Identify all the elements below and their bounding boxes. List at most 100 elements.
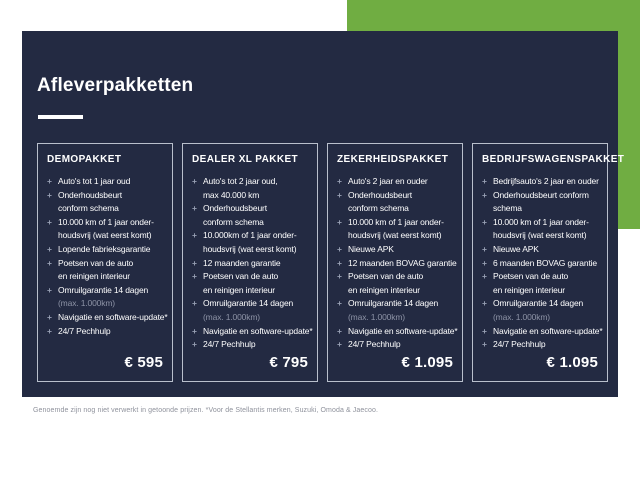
feature-line: max 40.000 km <box>192 189 308 203</box>
plus-icon: + <box>482 298 487 309</box>
feature-text: Navigatie en software-update* <box>58 311 168 322</box>
feature-text: en reinigen interieur <box>493 284 565 295</box>
feature-text: 6 maanden BOVAG garantie <box>493 257 597 268</box>
feature-text: Bedrijfsauto's 2 jaar en ouder <box>493 176 599 186</box>
plus-icon: + <box>192 271 197 282</box>
feature-text: houdsvrij (wat eerst komt) <box>203 243 297 254</box>
plus-icon: + <box>337 243 342 254</box>
feature-text: Poetsen van de auto <box>203 271 279 282</box>
feature-line: +10.000km of 1 jaar onder- <box>192 229 308 243</box>
feature-text: 24/7 Pechhulp <box>348 339 401 350</box>
feature-line: +24/7 Pechhulp <box>482 338 598 352</box>
package-price: € 1.095 <box>401 354 453 371</box>
feature-line: (max. 1.000km) <box>337 311 453 325</box>
plus-icon: + <box>337 339 342 350</box>
package-cards: DEMOPAKKET + Auto's tot 1 jaar oud + Onderho… <box>37 143 625 382</box>
feature-line: + Poetsen van de auto <box>192 270 308 284</box>
plus-icon: + <box>337 189 342 200</box>
feature-text: conform schema <box>58 203 119 214</box>
package-name: ZEKERHEIDSPAKKET <box>337 154 449 165</box>
package-name: DEALER XL PAKKET <box>192 154 299 165</box>
feature-text: 24/7 Pechhulp <box>203 339 256 350</box>
package-card: BEDRIJFSWAGENSPAKKET + Bedrijfsauto's 2 ja… <box>472 143 625 382</box>
package-name: BEDRIJFSWAGENSPAKKET <box>482 154 625 165</box>
feature-text: en reinigen interieur <box>58 271 130 282</box>
feature-line: en reinigen interieur <box>337 284 453 298</box>
feature-line: +10.000 km of 1 jaar onder- <box>47 216 163 230</box>
feature-text: Navigatie en software-update* <box>493 325 603 336</box>
feature-line: +6 maanden BOVAG garantie <box>482 257 598 271</box>
feature-text: Onderhoudsbeurt <box>203 203 267 214</box>
page-title: Afleverpakketten <box>37 75 194 96</box>
feature-line: conform schema <box>337 202 453 216</box>
feature-text: Navigatie en software-update* <box>203 325 313 336</box>
plus-icon: + <box>482 325 487 336</box>
plus-icon: + <box>482 257 487 268</box>
feature-text: Omruilgarantie 14 dagen <box>348 298 439 309</box>
plus-icon: + <box>192 230 197 241</box>
feature-text: Omruilgarantie 14 dagen <box>58 284 149 295</box>
feature-line: en reinigen interieur <box>192 284 308 298</box>
afleverpakketten-panel: Afleverpakketten DEMOPAKKET + Auto's tot 1… <box>22 31 625 397</box>
plus-icon: + <box>337 257 342 268</box>
feature-text: 10.000km of 1 jaar onder- <box>203 230 297 241</box>
plus-icon: + <box>47 243 52 254</box>
feature-line: + Navigatie en software-update* <box>47 311 168 325</box>
feature-line: + Auto's tot 2 jaar oud, <box>192 175 308 189</box>
feature-text: Omruilgarantie 14 dagen <box>493 298 584 309</box>
feature-line: + Auto's tot 1 jaar oud <box>47 175 163 189</box>
feature-text: Poetsen van de auto <box>348 271 424 282</box>
feature-text: houdsvrij (wat eerst komt) <box>58 230 152 241</box>
feature-text: Poetsen van de auto <box>493 271 569 282</box>
feature-list: + Auto's tot 1 jaar oud + Onderhoudsbeurt co… <box>47 175 168 338</box>
plus-icon: + <box>337 216 342 227</box>
feature-line: + Onderhoudsbeurt <box>192 202 308 216</box>
package-name: DEMOPAKKET <box>47 154 122 165</box>
title-underline <box>38 115 83 119</box>
feature-text: conform schema <box>203 216 264 227</box>
feature-line: + Nieuwe APK <box>482 243 598 257</box>
package-card: ZEKERHEIDSPAKKET + Auto's 2 jaar en ouder +… <box>327 143 463 382</box>
footnote: Genoemde zijn nog niet verwerkt in getoo… <box>33 407 379 414</box>
feature-line: houdsvrij (wat eerst komt) <box>482 229 598 243</box>
feature-text: en reinigen interieur <box>348 284 420 295</box>
plus-icon: + <box>337 325 342 336</box>
feature-text: Auto's tot 1 jaar oud <box>58 176 131 186</box>
feature-text: (max. 1.000km) <box>58 298 115 309</box>
package-card: DEALER XL PAKKET + Auto's tot 2 jaar oud, m… <box>182 143 318 382</box>
feature-line: + Omruilgarantie 14 dagen <box>192 297 308 311</box>
feature-line: + Omruilgarantie 14 dagen <box>482 297 598 311</box>
feature-text: 24/7 Pechhulp <box>493 339 546 350</box>
feature-line: + Bedrijfsauto's 2 jaar en ouder <box>482 175 599 189</box>
feature-list: + Auto's 2 jaar en ouder + Onderhoudsbeurt c… <box>337 175 458 352</box>
feature-text: conform schema <box>348 203 409 214</box>
feature-line: + Omruilgarantie 14 dagen <box>47 284 163 298</box>
feature-text: max 40.000 km <box>203 189 260 200</box>
feature-text: Auto's tot 2 jaar oud, <box>203 176 278 186</box>
feature-line: houdsvrij (wat eerst komt) <box>337 229 453 243</box>
feature-text: Nieuwe APK <box>493 243 539 254</box>
feature-text: 12 maanden garantie <box>203 257 281 268</box>
plus-icon: + <box>482 216 487 227</box>
plus-icon: + <box>337 298 342 309</box>
feature-text: Navigatie en software-update* <box>348 325 458 336</box>
feature-line: +12 maanden BOVAG garantie <box>337 257 457 271</box>
feature-line: (max. 1.000km) <box>192 311 308 325</box>
feature-line: houdsvrij (wat eerst komt) <box>192 243 308 257</box>
feature-text: houdsvrij (wat eerst komt) <box>348 230 442 241</box>
feature-text: 12 maanden BOVAG garantie <box>348 257 457 268</box>
feature-list: + Auto's tot 2 jaar oud, max 40.000 km + Ond… <box>192 175 313 352</box>
feature-line: + Onderhoudsbeurt <box>47 189 163 203</box>
feature-line: conform schema <box>47 202 163 216</box>
feature-line: (max. 1.000km) <box>482 311 598 325</box>
feature-line: + Poetsen van de auto <box>337 270 453 284</box>
feature-line: + Auto's 2 jaar en ouder <box>337 175 453 189</box>
feature-line: +10.000 km of 1 jaar onder- <box>482 216 598 230</box>
plus-icon: + <box>482 243 487 254</box>
feature-line: conform schema <box>192 216 308 230</box>
plus-icon: + <box>482 339 487 350</box>
feature-line: +24/7 Pechhulp <box>192 338 308 352</box>
feature-line: + Lopende fabrieksgarantie <box>47 243 163 257</box>
plus-icon: + <box>192 257 197 268</box>
package-price: € 795 <box>269 354 308 371</box>
